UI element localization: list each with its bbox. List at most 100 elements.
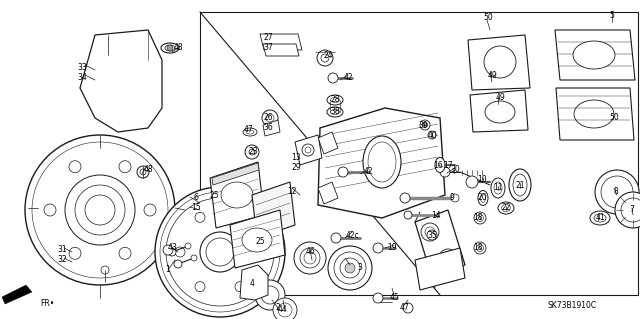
Circle shape <box>85 195 115 225</box>
Polygon shape <box>318 108 445 218</box>
Text: 36: 36 <box>263 123 273 132</box>
Circle shape <box>175 247 185 257</box>
Text: 20: 20 <box>477 194 487 203</box>
Ellipse shape <box>221 182 253 208</box>
Circle shape <box>137 166 149 178</box>
Circle shape <box>185 243 191 249</box>
Circle shape <box>174 260 182 268</box>
Ellipse shape <box>165 45 175 51</box>
Text: 46: 46 <box>305 248 315 256</box>
Polygon shape <box>260 34 302 50</box>
Circle shape <box>167 45 173 51</box>
Ellipse shape <box>427 230 437 240</box>
Text: 13: 13 <box>291 153 301 162</box>
Text: 7: 7 <box>630 205 634 214</box>
Text: 19: 19 <box>387 243 397 253</box>
Ellipse shape <box>327 107 343 117</box>
Circle shape <box>345 263 355 273</box>
Circle shape <box>160 192 280 312</box>
Circle shape <box>255 247 265 257</box>
Circle shape <box>119 247 131 259</box>
Circle shape <box>373 243 383 253</box>
Circle shape <box>168 248 176 256</box>
Circle shape <box>466 176 478 188</box>
Text: 43: 43 <box>167 243 177 253</box>
Text: 15: 15 <box>191 203 201 211</box>
Circle shape <box>443 253 453 263</box>
Text: 35: 35 <box>427 231 437 240</box>
Ellipse shape <box>513 174 527 196</box>
Circle shape <box>140 169 146 175</box>
Polygon shape <box>252 182 295 238</box>
Text: 17: 17 <box>443 160 453 169</box>
Circle shape <box>328 73 338 83</box>
Circle shape <box>440 167 450 177</box>
Ellipse shape <box>474 212 486 224</box>
Text: 25: 25 <box>209 190 219 199</box>
Ellipse shape <box>509 169 531 201</box>
Circle shape <box>235 282 245 292</box>
Circle shape <box>101 266 109 274</box>
Ellipse shape <box>485 101 515 123</box>
Circle shape <box>305 147 311 153</box>
Text: 14: 14 <box>431 211 441 219</box>
Ellipse shape <box>590 211 610 225</box>
Text: 29: 29 <box>291 164 301 173</box>
Text: 50: 50 <box>609 114 619 122</box>
Polygon shape <box>470 90 528 132</box>
Text: 48: 48 <box>173 43 183 53</box>
Ellipse shape <box>477 214 483 221</box>
Ellipse shape <box>330 109 339 115</box>
Circle shape <box>425 227 435 237</box>
Ellipse shape <box>594 214 606 222</box>
Polygon shape <box>230 210 285 268</box>
Circle shape <box>235 212 245 222</box>
Text: 21: 21 <box>515 181 525 189</box>
Polygon shape <box>556 88 634 140</box>
Circle shape <box>595 170 639 214</box>
Circle shape <box>191 255 197 261</box>
Text: 45: 45 <box>389 293 399 302</box>
Polygon shape <box>295 135 322 165</box>
Circle shape <box>422 122 428 128</box>
Circle shape <box>400 193 410 203</box>
Text: 44: 44 <box>277 306 287 315</box>
Text: 34: 34 <box>77 73 87 83</box>
Text: 47: 47 <box>399 303 409 313</box>
Polygon shape <box>318 182 338 204</box>
Circle shape <box>294 242 326 274</box>
Ellipse shape <box>161 43 179 53</box>
Polygon shape <box>555 30 635 80</box>
Circle shape <box>273 298 297 319</box>
Circle shape <box>195 282 205 292</box>
Circle shape <box>119 161 131 173</box>
Text: 50: 50 <box>483 13 493 23</box>
Circle shape <box>302 144 314 156</box>
Text: 39: 39 <box>418 121 428 130</box>
Text: 42: 42 <box>343 73 353 83</box>
Text: 23: 23 <box>248 147 258 157</box>
Ellipse shape <box>243 128 257 136</box>
Text: SK73B1910C: SK73B1910C <box>547 300 596 309</box>
Ellipse shape <box>573 41 615 69</box>
Text: 38: 38 <box>330 108 340 116</box>
Polygon shape <box>263 44 299 56</box>
Ellipse shape <box>481 194 486 203</box>
Ellipse shape <box>477 244 483 251</box>
Circle shape <box>615 192 640 228</box>
Circle shape <box>321 54 329 62</box>
Text: 8: 8 <box>614 188 618 197</box>
Text: 33: 33 <box>77 63 87 72</box>
Circle shape <box>261 286 279 304</box>
Circle shape <box>601 176 633 208</box>
Circle shape <box>163 245 173 255</box>
Text: 49: 49 <box>495 93 505 102</box>
Circle shape <box>300 248 320 268</box>
Text: 48: 48 <box>143 166 153 174</box>
Circle shape <box>144 204 156 216</box>
Polygon shape <box>80 30 162 132</box>
Ellipse shape <box>242 228 272 252</box>
Polygon shape <box>212 163 259 185</box>
Ellipse shape <box>363 136 401 188</box>
Circle shape <box>32 142 168 278</box>
